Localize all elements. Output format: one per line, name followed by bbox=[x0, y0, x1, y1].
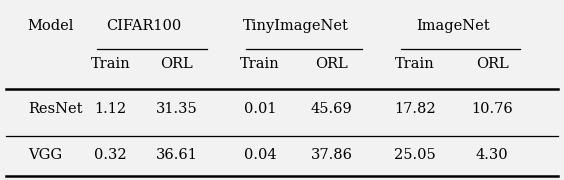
Text: ORL: ORL bbox=[315, 57, 348, 71]
Text: Model: Model bbox=[28, 19, 74, 33]
Text: 36.61: 36.61 bbox=[156, 148, 198, 162]
Text: 25.05: 25.05 bbox=[394, 148, 435, 162]
Text: 0.32: 0.32 bbox=[94, 148, 127, 162]
Text: TinyImageNet: TinyImageNet bbox=[243, 19, 349, 33]
Text: 10.76: 10.76 bbox=[471, 102, 513, 116]
Text: ORL: ORL bbox=[161, 57, 193, 71]
Text: Train: Train bbox=[91, 57, 130, 71]
Text: Train: Train bbox=[240, 57, 280, 71]
Text: Train: Train bbox=[395, 57, 434, 71]
Text: 1.12: 1.12 bbox=[95, 102, 127, 116]
Text: 37.86: 37.86 bbox=[311, 148, 352, 162]
Text: ORL: ORL bbox=[475, 57, 508, 71]
Text: 31.35: 31.35 bbox=[156, 102, 198, 116]
Text: CIFAR100: CIFAR100 bbox=[106, 19, 182, 33]
Text: 17.82: 17.82 bbox=[394, 102, 435, 116]
Text: 0.04: 0.04 bbox=[244, 148, 276, 162]
Text: 45.69: 45.69 bbox=[311, 102, 352, 116]
Text: VGG: VGG bbox=[28, 148, 62, 162]
Text: 4.30: 4.30 bbox=[475, 148, 508, 162]
Text: ImageNet: ImageNet bbox=[417, 19, 490, 33]
Text: 0.01: 0.01 bbox=[244, 102, 276, 116]
Text: ResNet: ResNet bbox=[28, 102, 82, 116]
